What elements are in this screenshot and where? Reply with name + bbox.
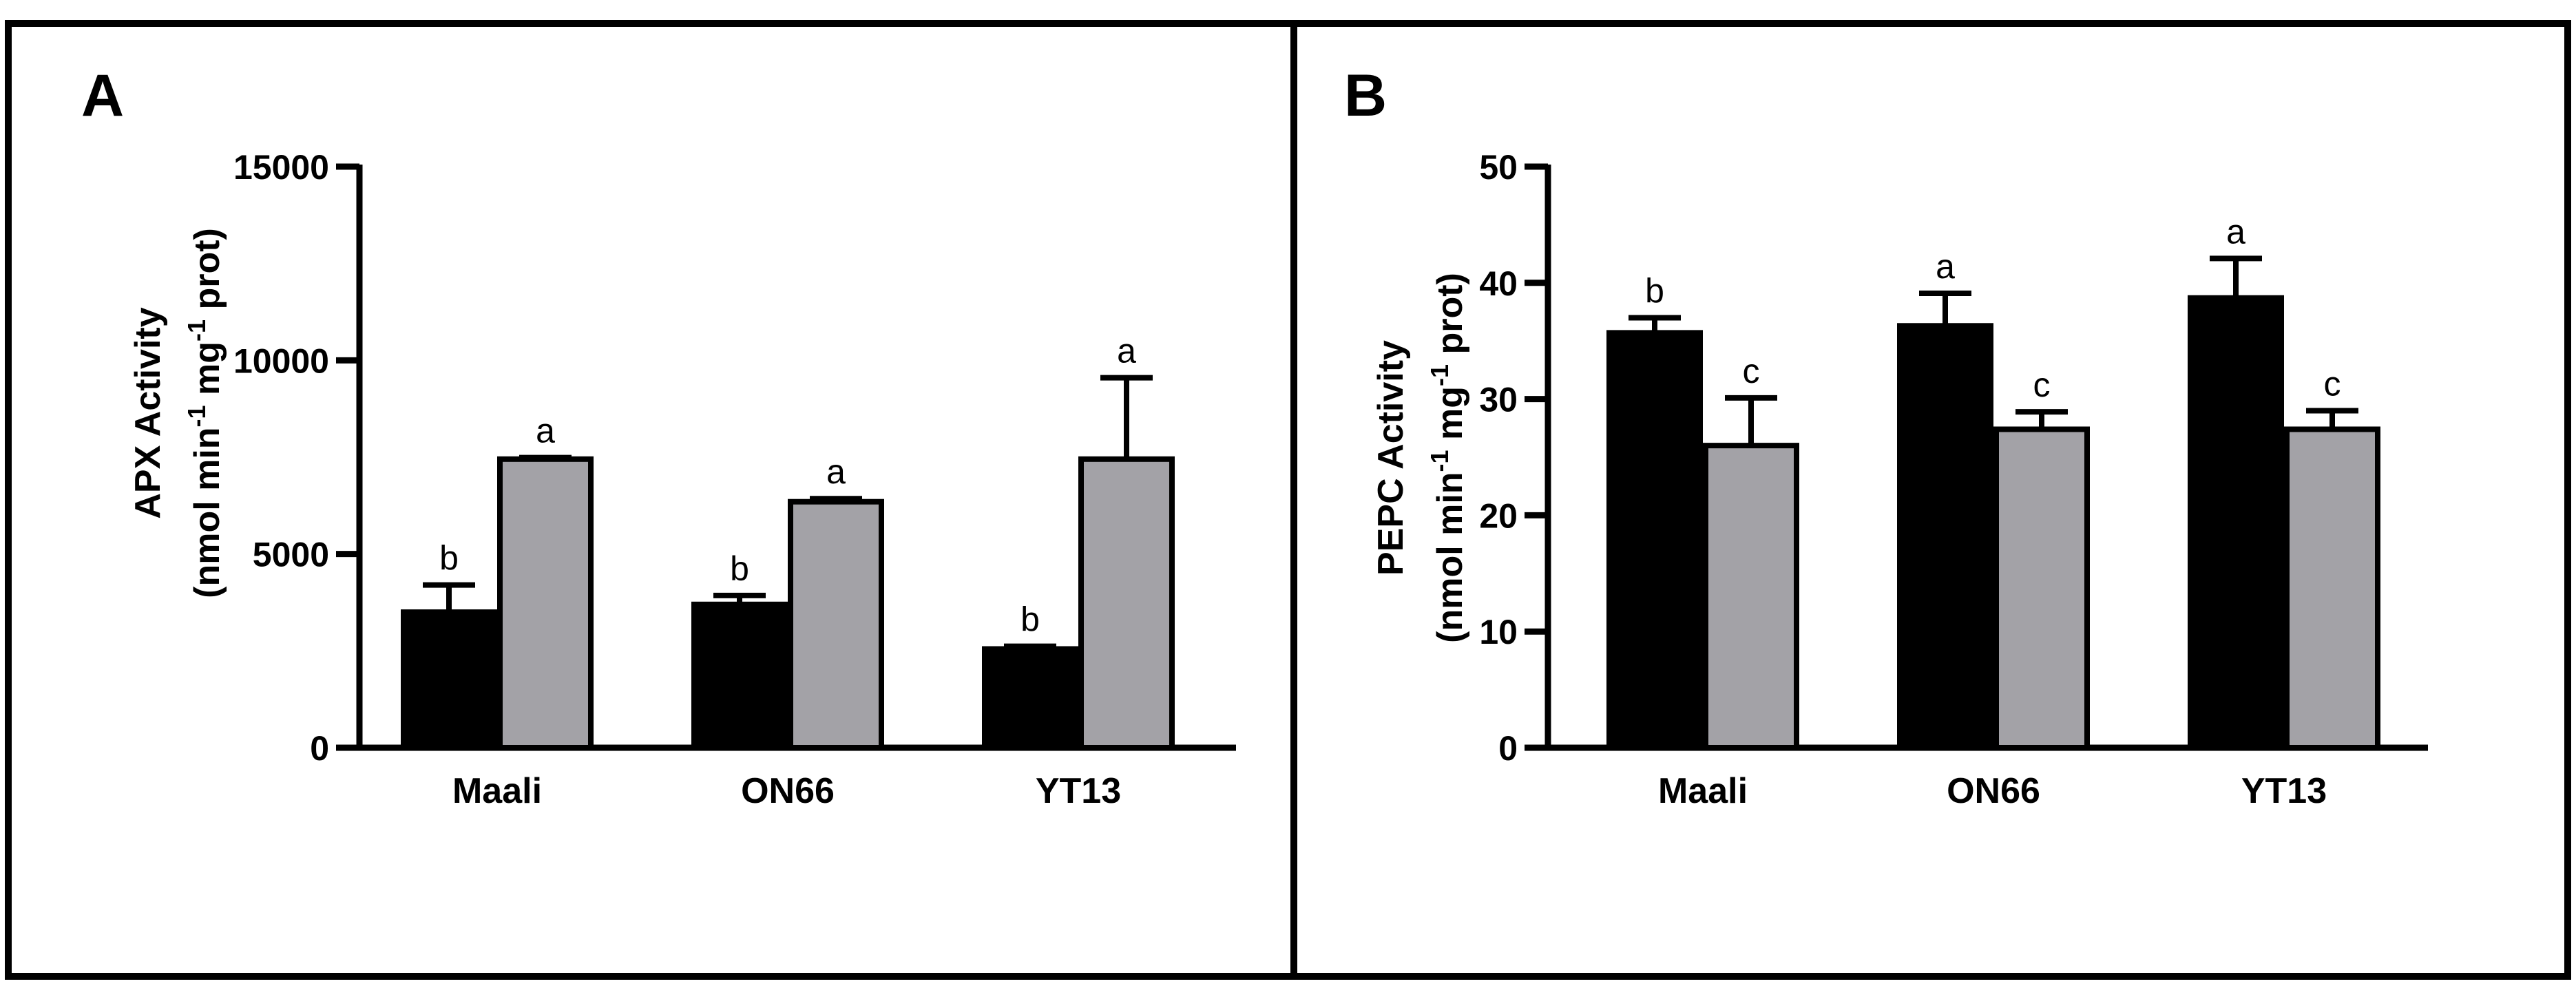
panel-b-y-tick-label: 40: [1479, 264, 1518, 303]
panel-b-frame: [1290, 20, 2571, 980]
panel-a-significance-letter: b: [439, 539, 459, 578]
panel-a-significance-letter: a: [536, 412, 555, 450]
superscript: -1: [182, 405, 211, 427]
units-text: prot): [1430, 273, 1470, 364]
panel-b-y-tick-label: 30: [1479, 381, 1518, 419]
panel-a-y-tick-label: 0: [310, 729, 329, 768]
panel-a-bar-yt13-series2: [1078, 456, 1175, 751]
panel-a-bar-maali-series2: [497, 456, 594, 751]
units-text: (nmol min: [187, 427, 227, 598]
panel-a-significance-letter: a: [1117, 332, 1136, 370]
panel-a-category-label: ON66: [741, 771, 835, 811]
panel-b-bar-yt13-series2: [2284, 426, 2380, 750]
panel-a-bar-yt13-series1: [982, 646, 1078, 751]
units-text: mg: [187, 342, 227, 405]
panel-b-significance-letter: c: [1743, 352, 1760, 390]
units-text: mg: [1430, 386, 1470, 450]
panel-b-bar-on66-series1: [1897, 323, 1993, 751]
units-text: prot): [187, 228, 227, 319]
panel-a-significance-letter: a: [826, 452, 846, 491]
panel-a-y-tick-label: 10000: [233, 342, 329, 380]
panel-a-y-tick-label: 15000: [233, 148, 329, 187]
panel-a-y-axis-units: (nmol min-1 mg-1 prot): [182, 228, 228, 598]
panel-b-bar-yt13-series1: [2188, 295, 2284, 750]
panel-b-y-tick-label: 50: [1479, 148, 1518, 187]
panel-a-bar-on66-series1: [691, 601, 788, 751]
panel-b-y-tick-label: 10: [1479, 613, 1518, 651]
panel-b-y-axis-title: PEPC Activity: [1371, 340, 1411, 576]
superscript: -1: [182, 319, 211, 342]
panel-b-significance-letter: b: [1645, 271, 1664, 310]
panel-b-significance-letter: a: [2226, 212, 2245, 251]
panel-b-category-label: YT13: [2241, 771, 2327, 811]
panel-b-y-tick-label: 0: [1498, 729, 1518, 768]
panel-b-significance-letter: c: [2033, 366, 2051, 404]
panel-a-bar-on66-series2: [788, 498, 884, 750]
panel-a-significance-letter: b: [1020, 600, 1040, 639]
panel-a-bar-maali-series1: [401, 609, 497, 750]
panel-b-significance-letter: c: [2324, 364, 2341, 403]
panel-b-bar-maali-series1: [1606, 330, 1703, 751]
superscript: -1: [1425, 450, 1454, 472]
panel-b-letter: B: [1344, 63, 1387, 129]
panel-b-y-tick-label: 20: [1479, 496, 1518, 535]
panel-b-category-label: ON66: [1947, 771, 2040, 811]
panel-b-bar-maali-series2: [1703, 443, 1799, 750]
superscript: -1: [1425, 364, 1454, 386]
panel-a-chart: A 0 5000 10000 15000 APX Activity (nmol min-1 …: [81, 63, 1236, 811]
panel-a-category-label: YT13: [1036, 771, 1121, 811]
panel-a-significance-letter: b: [730, 549, 749, 588]
panel-b-significance-letter: a: [1936, 247, 1955, 286]
panel-b-bar-on66-series2: [1993, 426, 2090, 750]
panel-a-y-tick-label: 5000: [253, 536, 329, 574]
panel-b-category-label: Maali: [1658, 771, 1748, 811]
panel-b-y-axis-units: (nmol min-1 mg-1 prot): [1425, 273, 1471, 643]
panel-a-category-label: Maali: [452, 771, 542, 811]
panel-a-letter: A: [81, 63, 124, 129]
units-text: (nmol min: [1430, 472, 1470, 642]
panel-a-y-axis-title: APX Activity: [128, 307, 168, 518]
